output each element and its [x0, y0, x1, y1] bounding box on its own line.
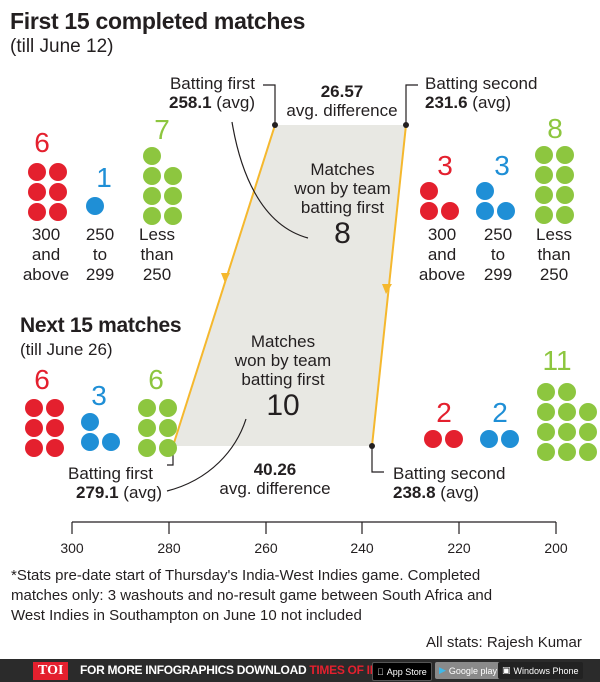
s1-difference-label: avg. difference — [286, 101, 398, 120]
s1-right-250-count: 3 — [494, 150, 510, 181]
s1-batting-second-label: Batting second — [425, 74, 538, 93]
s1-won-l3: batting first — [300, 198, 385, 217]
axis-tick-200: 200 — [544, 540, 568, 556]
s2-avg-suffix: (avg) — [123, 483, 163, 502]
s1-won-count: 8 — [334, 217, 351, 250]
axis-tick-240: 240 — [350, 540, 374, 556]
s2-left-lt250-dots — [138, 399, 178, 457]
footnote-line-1: *Stats pre-date start of Thursday's Indi… — [11, 567, 481, 584]
s1-left-250-dots — [86, 197, 126, 215]
google-play-badge[interactable]: ▶ Google play — [435, 662, 501, 679]
s2-batting-first: Batting first 279.1 (avg) — [68, 464, 178, 502]
s2-batting-second-avg: 238.8 — [393, 483, 436, 502]
s1-right-cat-lt250: Less than 250 — [536, 225, 572, 284]
s1-batting-first-avg: 258.1 — [168, 93, 212, 112]
section2-title: Next 15 matches — [20, 314, 182, 337]
apple-icon:  — [377, 667, 384, 677]
footnote-line-3: West Indies in Southampton on June 10 no… — [11, 607, 362, 624]
app-store-badge[interactable]: App Store — [372, 662, 432, 681]
s2-batting-first-label: Batting first — [68, 464, 154, 483]
windows-phone-badge[interactable]: ▣ Windows Phone — [498, 662, 583, 679]
section2-subtitle: (till June 26) — [20, 340, 113, 359]
s1-batting-first-label: Batting first — [169, 74, 255, 93]
s2-batting-first-avg: 279.1 — [76, 483, 119, 502]
footnote-line-2: matches only: 3 washouts and no-result g… — [11, 587, 493, 604]
s2-right-250-dots — [480, 430, 520, 448]
s2-right-lt250-count: 11 — [542, 345, 572, 376]
s1-right-lt250-dots — [535, 146, 575, 224]
s1-right-300-dots — [420, 182, 460, 220]
s2-avg-suffix-2: (avg) — [440, 483, 480, 502]
s1-won-l1: Matches — [310, 160, 375, 179]
s2-left-250-count: 3 — [91, 380, 107, 411]
s2-right-250-count: 2 — [492, 397, 508, 428]
s1-avg-suffix: (avg) — [216, 93, 255, 112]
s1-right-cat-250: 250 to 299 — [483, 225, 513, 284]
axis-tick-220: 220 — [447, 540, 471, 556]
credit: All stats: Rajesh Kumar — [426, 634, 582, 651]
axis-tick-300: 300 — [60, 540, 84, 556]
footnote: *Stats pre-date start of Thursday's Indi… — [11, 566, 492, 626]
windows-icon: ▣ — [502, 665, 511, 675]
s1-right-250-dots — [476, 182, 516, 220]
s1-right-lt250-count: 8 — [547, 113, 563, 144]
s2-left-lt250-count: 6 — [148, 364, 164, 395]
s2-difference-label: avg. difference — [219, 479, 331, 498]
s1-left-lt250-dots — [143, 147, 183, 225]
s1-right-300-count: 3 — [437, 150, 453, 181]
section1-subtitle: (till June 12) — [10, 36, 114, 57]
s2-right-lt250-dots — [537, 383, 598, 461]
s1-batting-first: Batting first 258.1 (avg) — [150, 74, 255, 112]
s2-difference: 40.26 avg. difference — [215, 460, 335, 498]
s2-won-count: 10 — [266, 389, 300, 422]
s2-won-l3: batting first — [241, 370, 325, 389]
s2-batting-second-label: Batting second — [393, 464, 506, 483]
section1-title: First 15 completed matches — [10, 8, 306, 34]
s1-right-cat-300: 300 and above — [418, 225, 466, 284]
s1-difference-value: 26.57 — [320, 82, 364, 101]
s1-left-cat-250: 250 to 299 — [85, 225, 115, 284]
s1-difference: 26.57 avg. difference — [282, 82, 402, 120]
s1-batting-second-avg: 231.6 — [425, 93, 468, 112]
s1-batting-second: Batting second 231.6 (avg) — [425, 74, 565, 112]
s2-difference-value: 40.26 — [253, 460, 297, 479]
s2-right-300-dots — [424, 430, 464, 448]
axis-tick-260: 260 — [254, 540, 278, 556]
play-icon: ▶ — [439, 665, 446, 675]
promo-main: FOR MORE INFOGRAPHICS DOWNLOAD — [80, 663, 310, 677]
s2-won-text: Matches won by team batting first 10 — [228, 332, 338, 423]
s1-left-cat-lt250: Less than 250 — [139, 225, 175, 284]
axis-tick-280: 280 — [157, 540, 181, 556]
s2-left-300-count: 6 — [34, 364, 50, 395]
s1-won-l2: won by team — [294, 179, 391, 198]
s2-won-l1: Matches — [250, 332, 316, 351]
s2-won-l2: won by team — [234, 351, 332, 370]
s1-left-300-dots — [28, 163, 68, 221]
s2-right-300-count: 2 — [436, 397, 452, 428]
s1-left-cat-300: 300 and above — [22, 225, 70, 284]
s2-left-250-dots — [81, 413, 121, 451]
s2-left-300-dots — [25, 399, 65, 457]
s1-won-text: Matches won by team batting first 8 — [290, 160, 395, 251]
s1-avg-suffix-2: (avg) — [472, 93, 512, 112]
s1-left-300-count: 6 — [34, 127, 50, 158]
s1-left-lt250-count: 7 — [154, 114, 170, 145]
toi-logo: TOI — [33, 662, 69, 680]
footer-bar: TOI FOR MORE INFOGRAPHICS DOWNLOAD TIMES… — [0, 659, 600, 682]
s1-left-250-count: 1 — [96, 162, 112, 193]
s2-batting-second: Batting second 238.8 (avg) — [393, 464, 533, 502]
